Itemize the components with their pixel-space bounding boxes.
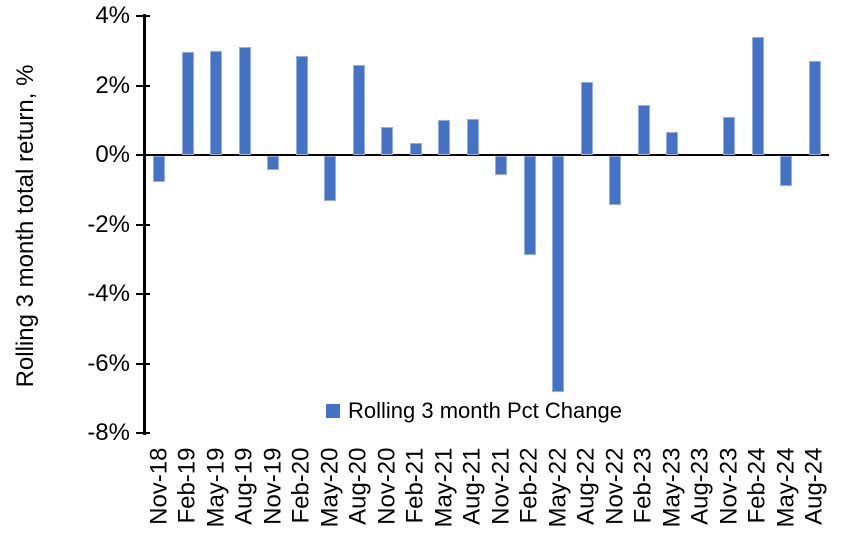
x-tick-label: Feb-19 bbox=[173, 447, 201, 524]
y-tick-label: -4% bbox=[87, 280, 130, 307]
y-tick-label: 4% bbox=[95, 2, 130, 29]
x-tick-label: Aug-21 bbox=[458, 447, 486, 525]
x-tick-label: Nov-22 bbox=[601, 447, 629, 525]
y-tick-mark bbox=[136, 362, 150, 365]
y-tick-mark bbox=[136, 154, 150, 156]
y-tick-mark bbox=[136, 293, 150, 295]
bar-aug-24 bbox=[808, 61, 821, 155]
y-tick-label: 2% bbox=[95, 71, 130, 99]
x-tick-label: Feb-20 bbox=[287, 447, 315, 524]
x-tick-label: May-21 bbox=[430, 447, 458, 528]
x-tick-label: Feb-23 bbox=[629, 447, 657, 524]
bar-may-20 bbox=[324, 156, 337, 202]
y-tick-label: -8% bbox=[87, 419, 130, 446]
y-tick-mark bbox=[136, 432, 150, 434]
bar-may-19 bbox=[210, 50, 223, 155]
x-tick-label: Nov-20 bbox=[373, 447, 401, 525]
bar-may-21 bbox=[438, 120, 451, 155]
bar-aug-20 bbox=[352, 64, 365, 155]
legend-label: Rolling 3 month Pct Change bbox=[348, 398, 622, 423]
x-tick-label: Aug-22 bbox=[572, 447, 600, 525]
bar-nov-22 bbox=[609, 156, 622, 205]
x-tick-label: Aug-20 bbox=[344, 447, 372, 525]
bar-aug-22 bbox=[580, 82, 593, 155]
bar-feb-24 bbox=[751, 36, 764, 155]
x-tick-label: May-22 bbox=[544, 447, 572, 528]
x-tick-label: Feb-22 bbox=[515, 447, 543, 524]
bar-may-22 bbox=[552, 156, 565, 393]
y-tick-mark bbox=[136, 223, 150, 226]
x-tick-label: Nov-18 bbox=[145, 447, 173, 525]
bar-feb-22 bbox=[523, 156, 536, 256]
x-tick-label: May-24 bbox=[772, 447, 800, 528]
x-tick-label: May-20 bbox=[316, 447, 344, 528]
x-tick-label: Feb-24 bbox=[743, 447, 771, 524]
y-tick-label: -6% bbox=[87, 349, 130, 377]
x-tick-label: Aug-23 bbox=[686, 447, 714, 525]
y-tick-mark bbox=[136, 84, 150, 87]
bar-aug-21 bbox=[466, 118, 479, 155]
bar-may-24 bbox=[780, 156, 793, 186]
y-tick-label: -2% bbox=[87, 210, 130, 238]
x-tick-label: Aug-19 bbox=[230, 447, 258, 525]
bar-nov-19 bbox=[267, 156, 280, 170]
y-tick-label: 0% bbox=[95, 141, 130, 168]
bar-nov-21 bbox=[495, 156, 508, 176]
x-tick-label: May-23 bbox=[658, 447, 686, 528]
bar-nov-18 bbox=[153, 156, 166, 183]
x-tick-label: May-19 bbox=[202, 447, 230, 528]
legend-swatch-icon bbox=[326, 404, 340, 418]
x-tick-label: Nov-23 bbox=[715, 447, 743, 525]
bar-feb-21 bbox=[409, 142, 422, 155]
x-tick-label: Aug-24 bbox=[800, 447, 828, 525]
bar-may-23 bbox=[666, 132, 679, 155]
bar-feb-19 bbox=[181, 52, 194, 155]
x-tick-label: Nov-21 bbox=[487, 447, 515, 525]
bar-aug-19 bbox=[238, 47, 251, 155]
x-tick-label: Nov-19 bbox=[259, 447, 287, 525]
y-tick-mark bbox=[136, 15, 150, 17]
bar-feb-20 bbox=[295, 55, 308, 155]
legend: Rolling 3 month Pct Change bbox=[326, 399, 622, 423]
bar-nov-20 bbox=[381, 127, 394, 155]
bar-nov-23 bbox=[723, 116, 736, 155]
zero-axis-line bbox=[143, 153, 829, 157]
x-tick-label: Feb-21 bbox=[401, 447, 429, 524]
y-axis-title: Rolling 3 month total return, % bbox=[12, 64, 39, 388]
bar-feb-23 bbox=[637, 104, 650, 155]
